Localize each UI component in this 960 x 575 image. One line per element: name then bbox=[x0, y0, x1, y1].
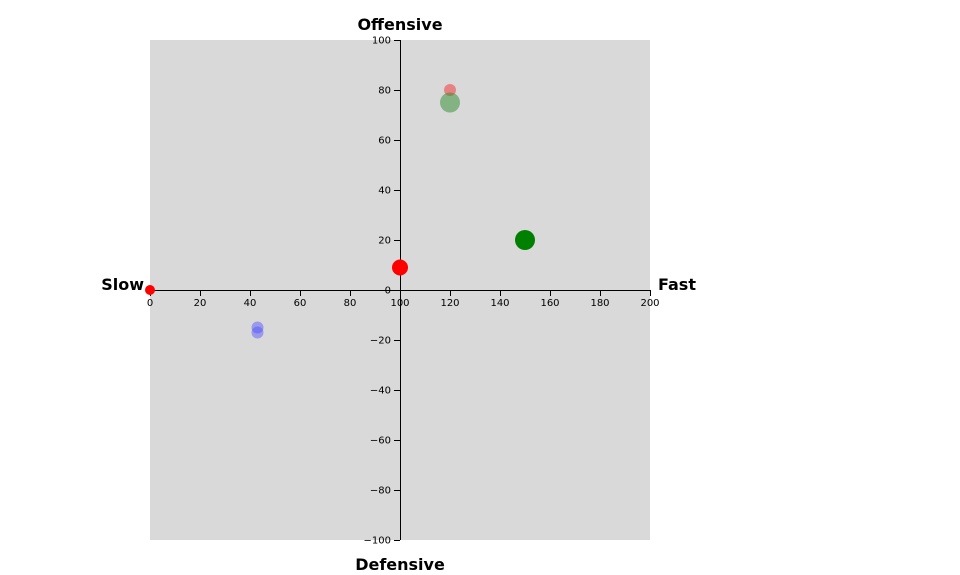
x-tick-label: 60 bbox=[294, 298, 307, 309]
y-tick-label: −40 bbox=[370, 386, 391, 397]
data-points bbox=[145, 84, 535, 339]
y-tick-label: 100 bbox=[372, 36, 391, 47]
y-tick-label: 20 bbox=[378, 236, 391, 247]
y-tick-label: −80 bbox=[370, 486, 391, 497]
y-tick-label: 40 bbox=[378, 186, 391, 197]
x-tick-label: 120 bbox=[440, 298, 459, 309]
label-defensive: Defensive bbox=[355, 555, 445, 574]
y-tick-label: 80 bbox=[378, 86, 391, 97]
y-axis-ticks: 100 80 60 40 20 0 −20 −40 −60 −80 −100 bbox=[364, 36, 400, 547]
x-tick-label: 100 bbox=[390, 298, 409, 309]
data-point bbox=[145, 285, 155, 295]
y-tick-label: −60 bbox=[370, 436, 391, 447]
data-point bbox=[515, 230, 535, 250]
x-tick-label: 140 bbox=[490, 298, 509, 309]
x-axis-ticks: 0 20 40 60 80 100 120 140 160 180 200 bbox=[147, 290, 660, 309]
label-fast: Fast bbox=[658, 275, 696, 294]
x-tick-label: 0 bbox=[147, 298, 153, 309]
data-point bbox=[251, 326, 264, 339]
x-tick-label: 200 bbox=[640, 298, 659, 309]
label-offensive: Offensive bbox=[357, 15, 442, 34]
x-tick-label: 80 bbox=[344, 298, 357, 309]
y-tick-label: −20 bbox=[370, 336, 391, 347]
data-point bbox=[440, 92, 460, 113]
x-tick-label: 160 bbox=[540, 298, 559, 309]
x-tick-label: 40 bbox=[244, 298, 257, 309]
data-point bbox=[251, 321, 264, 334]
y-tick-label: −100 bbox=[364, 536, 391, 547]
y-tick-label: 0 bbox=[385, 286, 391, 297]
x-tick-label: 20 bbox=[194, 298, 207, 309]
x-tick-label: 180 bbox=[590, 298, 609, 309]
y-tick-label: 60 bbox=[378, 136, 391, 147]
data-point bbox=[392, 259, 408, 276]
label-slow: Slow bbox=[101, 275, 144, 294]
